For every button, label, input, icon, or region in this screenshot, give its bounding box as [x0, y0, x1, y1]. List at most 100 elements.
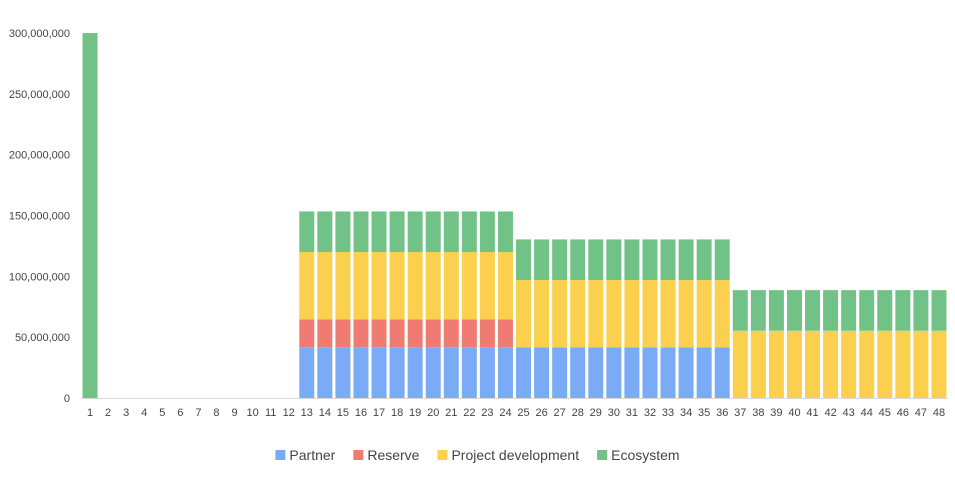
- bar-segment-ecosystem-19: [407, 211, 423, 252]
- x-tick-label: 36: [716, 407, 728, 419]
- bar-segment-project-development-27: [552, 279, 568, 348]
- x-tick-label: 16: [355, 407, 367, 419]
- legend-swatch: [437, 450, 448, 460]
- bar-segment-ecosystem-22: [461, 211, 477, 252]
- bar-segment-reserve-16: [353, 319, 369, 348]
- x-tick-label: 22: [463, 407, 475, 419]
- bar-segment-project-development-47: [913, 330, 929, 398]
- x-tick-label: 13: [301, 407, 313, 419]
- bar-segment-project-development-16: [353, 252, 369, 320]
- bar-segment-partner-20: [425, 347, 441, 398]
- x-tick-label: 29: [590, 407, 602, 419]
- x-tick-label: 32: [644, 407, 656, 419]
- bar-segment-ecosystem-27: [552, 239, 568, 280]
- bar-segment-ecosystem-26: [534, 239, 550, 280]
- bar-segment-ecosystem-45: [877, 290, 893, 331]
- bar-segment-project-development-32: [642, 279, 658, 348]
- x-tick-label: 44: [861, 407, 873, 419]
- bar-segment-partner-13: [299, 347, 315, 398]
- x-tick-label: 7: [195, 407, 201, 419]
- bar-segment-project-development-34: [678, 279, 694, 348]
- x-tick-label: 2: [105, 407, 111, 419]
- bar-segment-ecosystem-14: [317, 211, 333, 252]
- x-tick-label: 20: [427, 407, 439, 419]
- bar-segment-ecosystem-24: [497, 211, 513, 252]
- bar-segment-project-development-18: [389, 252, 405, 320]
- bar-segment-ecosystem-48: [931, 290, 947, 331]
- bar-segment-ecosystem-17: [371, 211, 387, 252]
- x-tick-label: 1: [87, 407, 93, 419]
- x-tick-label: 43: [843, 407, 855, 419]
- x-tick-label: 45: [879, 407, 891, 419]
- bar-segment-project-development-44: [859, 330, 875, 398]
- bar-segment-project-development-39: [768, 330, 784, 398]
- bar-segment-reserve-15: [335, 319, 351, 348]
- bar-segment-partner-32: [642, 347, 658, 398]
- x-tick-label: 35: [698, 407, 710, 419]
- legend-swatch: [597, 450, 608, 460]
- y-tick-label: 150,000,000: [9, 211, 70, 223]
- bar-segment-partner-19: [407, 347, 423, 398]
- x-tick-label: 19: [409, 407, 421, 419]
- y-axis-ticks: 0 50,000,000 100,000,000 150,000,000 200,000…: [9, 28, 70, 405]
- legend-label: Reserve: [367, 447, 419, 463]
- bar-segment-ecosystem-38: [750, 290, 766, 331]
- bar-segment-reserve-23: [479, 319, 495, 348]
- bar-segment-reserve-19: [407, 319, 423, 348]
- bar-segment-ecosystem-18: [389, 211, 405, 252]
- x-tick-label: 33: [662, 407, 674, 419]
- x-tick-label: 21: [445, 407, 457, 419]
- x-tick-label: 47: [915, 407, 927, 419]
- x-tick-label: 38: [752, 407, 764, 419]
- bar-segment-project-development-31: [624, 279, 640, 348]
- x-axis-ticks: 1 2 3 4 5 6 7 8 9 10 11 12 13 14 15 16 17 18 19 20 21 22 23 24 2…: [87, 407, 945, 419]
- bar-segment-project-development-23: [479, 252, 495, 320]
- bar-segment-project-development-13: [299, 252, 315, 320]
- bar-segment-partner-30: [606, 347, 622, 398]
- bar-segment-partner-33: [660, 347, 676, 398]
- bars-layer: [82, 33, 947, 398]
- bar-segment-partner-18: [389, 347, 405, 398]
- bar-segment-project-development-33: [660, 279, 676, 348]
- bar-segment-project-development-38: [750, 330, 766, 398]
- bar-segment-partner-24: [497, 347, 513, 398]
- x-tick-label: 26: [535, 407, 547, 419]
- bar-segment-ecosystem-43: [841, 290, 857, 331]
- x-tick-label: 11: [265, 407, 276, 419]
- x-tick-label: 15: [337, 407, 349, 419]
- bar-segment-partner-35: [696, 347, 712, 398]
- x-tick-label: 4: [141, 407, 147, 419]
- bar-segment-ecosystem-21: [443, 211, 459, 252]
- bar-segment-project-development-14: [317, 252, 333, 320]
- bar-segment-ecosystem-16: [353, 211, 369, 252]
- x-tick-label: 24: [499, 407, 511, 419]
- bar-segment-project-development-45: [877, 330, 893, 398]
- bar-segment-ecosystem-28: [570, 239, 586, 280]
- x-tick-label: 39: [770, 407, 782, 419]
- bar-segment-partner-22: [461, 347, 477, 398]
- bar-segment-project-development-46: [895, 330, 911, 398]
- x-tick-label: 34: [680, 407, 692, 419]
- bar-segment-reserve-20: [425, 319, 441, 348]
- x-tick-label: 31: [626, 407, 638, 419]
- bar-segment-project-development-17: [371, 252, 387, 320]
- y-tick-label: 0: [64, 393, 70, 405]
- bar-segment-project-development-36: [714, 279, 730, 348]
- bar-segment-partner-31: [624, 347, 640, 398]
- bar-segment-ecosystem-47: [913, 290, 929, 331]
- legend-label: Ecosystem: [611, 447, 679, 463]
- bar-segment-partner-27: [552, 347, 568, 398]
- bar-segment-ecosystem-1: [82, 33, 98, 398]
- x-tick-label: 8: [213, 407, 219, 419]
- y-tick-label: 250,000,000: [9, 89, 70, 101]
- bar-segment-ecosystem-37: [732, 290, 748, 331]
- legend-item-partner: Partner: [275, 447, 336, 463]
- x-tick-label: 5: [159, 407, 165, 419]
- bar-segment-project-development-29: [588, 279, 604, 348]
- bar-segment-ecosystem-31: [624, 239, 640, 280]
- bar-segment-project-development-41: [805, 330, 821, 398]
- bar-segment-ecosystem-46: [895, 290, 911, 331]
- bar-segment-project-development-30: [606, 279, 622, 348]
- bar-segment-partner-23: [479, 347, 495, 398]
